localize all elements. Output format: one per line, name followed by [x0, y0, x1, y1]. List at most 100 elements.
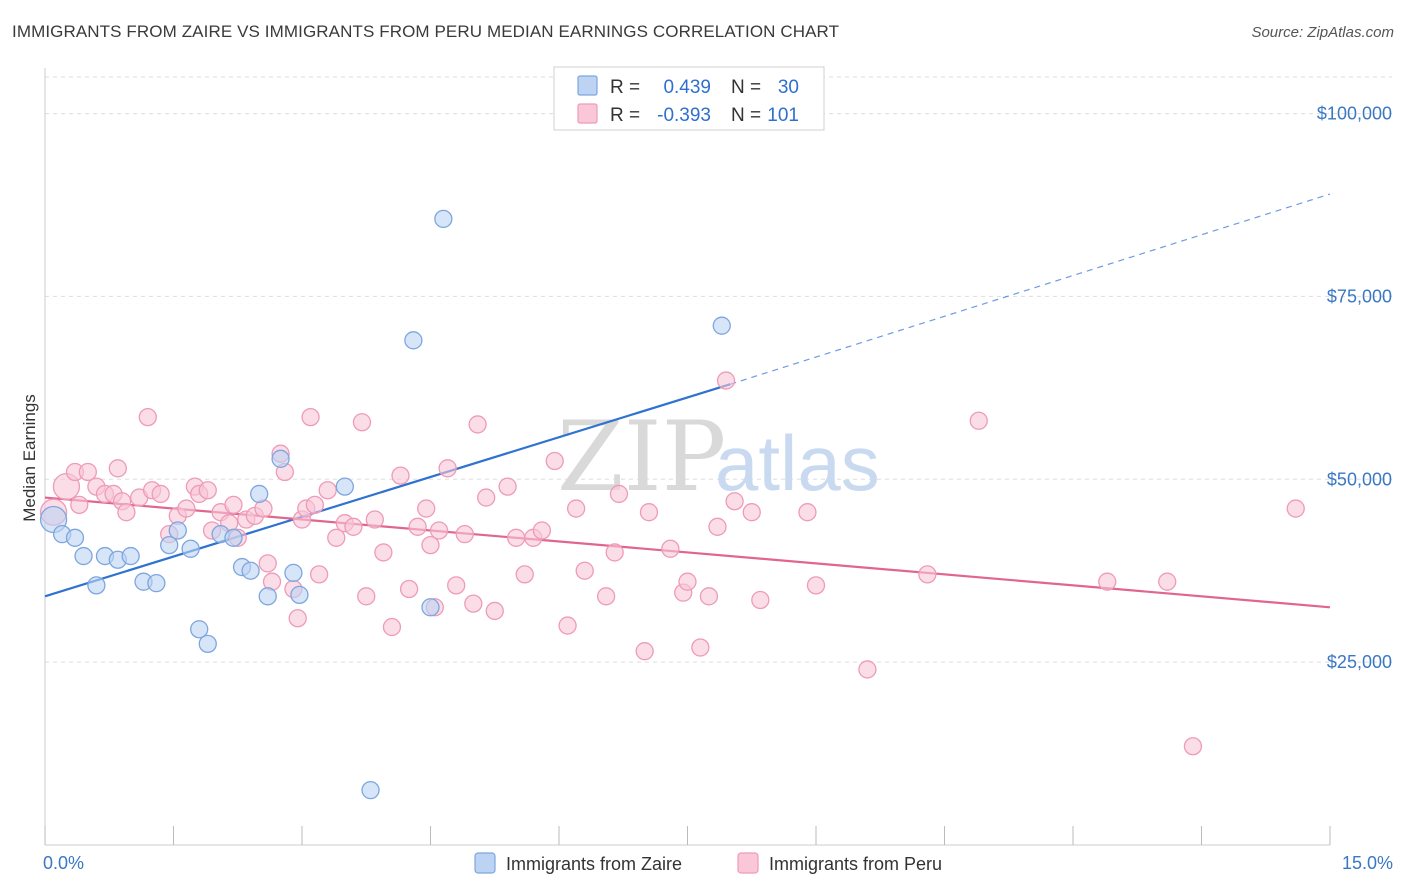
- peru-point: [751, 590, 770, 610]
- peru-point: [374, 543, 393, 562]
- peru-point: [198, 481, 217, 500]
- peru-point: [408, 517, 427, 536]
- peru-point: [575, 561, 594, 580]
- peru-point: [639, 503, 659, 522]
- peru-point: [177, 499, 196, 518]
- peru-point: [301, 407, 320, 427]
- watermark-zip: ZIP: [557, 401, 726, 513]
- legend-n-label: N =: [731, 77, 761, 98]
- zaire-point: [121, 546, 140, 566]
- peru-point: [498, 477, 517, 496]
- peru-point: [1098, 572, 1117, 591]
- peru-point: [224, 495, 243, 515]
- zaire-point: [271, 449, 290, 468]
- zaire-point: [181, 539, 200, 558]
- peru-point: [798, 503, 817, 522]
- zaire-point: [65, 528, 85, 547]
- zaire-point: [190, 620, 209, 639]
- zaire-point: [241, 561, 260, 580]
- zaire-point: [290, 585, 309, 605]
- y-tick-label: $75,000: [1327, 286, 1392, 306]
- peru-point: [661, 539, 680, 558]
- peru-point: [1158, 572, 1177, 591]
- peru-point: [151, 484, 170, 504]
- peru-point: [417, 499, 436, 518]
- bottom-legend-swatch-peru: [737, 852, 759, 874]
- peru-point: [365, 510, 384, 529]
- peru-point: [858, 660, 877, 679]
- peru-point: [352, 413, 372, 432]
- zaire-point: [421, 598, 440, 617]
- zaire-point: [168, 521, 187, 540]
- peru-point: [305, 495, 325, 515]
- peru-point: [678, 572, 697, 591]
- peru-point: [382, 617, 402, 637]
- zaire-point: [198, 634, 217, 654]
- zaire-trend-extension: [730, 193, 1331, 385]
- bottom-legend-swatch-zaire: [474, 852, 496, 874]
- zaire-point: [160, 535, 179, 555]
- y-tick-label: $50,000: [1327, 469, 1392, 489]
- peru-point: [566, 499, 586, 518]
- peru-point: [918, 565, 937, 584]
- peru-point: [309, 565, 329, 584]
- peru-point: [596, 587, 616, 606]
- peru-point: [545, 451, 564, 471]
- legend-r-value: -0.393: [657, 105, 711, 126]
- peru-point: [117, 503, 136, 522]
- zaire-point: [434, 209, 453, 229]
- zaire-point: [74, 546, 93, 566]
- chart-title: IMMIGRANTS FROM ZAIRE VS IMMIGRANTS FROM…: [12, 22, 840, 41]
- bottom-legend-label-zaire: Immigrants from Zaire: [506, 854, 682, 874]
- watermark-atlas: atlas: [715, 419, 880, 507]
- zaire-point: [87, 576, 106, 595]
- legend-r-label: R =: [610, 77, 640, 98]
- bottom-legend-label-peru: Immigrants from Peru: [769, 854, 942, 874]
- peru-point: [288, 609, 307, 628]
- peru-point: [447, 576, 466, 595]
- peru-point: [78, 462, 97, 482]
- legend-swatch-peru: [577, 103, 598, 124]
- peru-point: [357, 587, 376, 606]
- peru-point: [969, 411, 988, 430]
- peru-point: [455, 524, 474, 544]
- legend-r-value: 0.439: [663, 77, 711, 98]
- peru-point: [70, 495, 89, 515]
- legend-box: [553, 66, 825, 131]
- peru-point: [468, 415, 487, 434]
- zaire-point: [404, 331, 423, 350]
- peru-point: [532, 521, 552, 540]
- zaire-point: [361, 780, 380, 800]
- peru-point: [429, 521, 449, 540]
- peru-point: [1286, 499, 1305, 518]
- watermark: ZIP atlas: [557, 401, 880, 513]
- peru-point: [635, 642, 654, 661]
- zaire-point: [284, 563, 303, 583]
- x-tick-label: 15.0%: [1342, 853, 1393, 873]
- legend-n-value: 101: [767, 105, 799, 126]
- peru-point: [399, 579, 419, 599]
- axis-layer: $25,000 $50,000 $75,000 $100,000 0.0% 15.0%: [43, 68, 1393, 873]
- peru-point: [558, 616, 577, 635]
- peru-point: [421, 535, 440, 555]
- zaire-point: [147, 573, 166, 593]
- peru-point: [699, 587, 719, 606]
- peru-point: [464, 594, 483, 613]
- peru-point: [108, 459, 127, 478]
- y-tick-label: $25,000: [1327, 652, 1392, 672]
- peru-point: [507, 528, 526, 547]
- zaire-point: [224, 528, 243, 547]
- legend-swatch-zaire: [577, 75, 598, 96]
- y-axis-label: Median Earnings: [20, 394, 39, 522]
- x-tick-label: 0.0%: [43, 853, 84, 873]
- peru-point: [318, 481, 337, 500]
- zaire-point: [712, 316, 731, 335]
- peru-point: [438, 459, 457, 478]
- peru-point: [708, 517, 727, 536]
- zaire-point: [250, 484, 269, 504]
- peru-point: [327, 528, 346, 547]
- chart-source: Source: ZipAtlas.com: [1251, 24, 1394, 41]
- data-points: [39, 209, 1305, 800]
- y-tick-label: $100,000: [1317, 104, 1392, 124]
